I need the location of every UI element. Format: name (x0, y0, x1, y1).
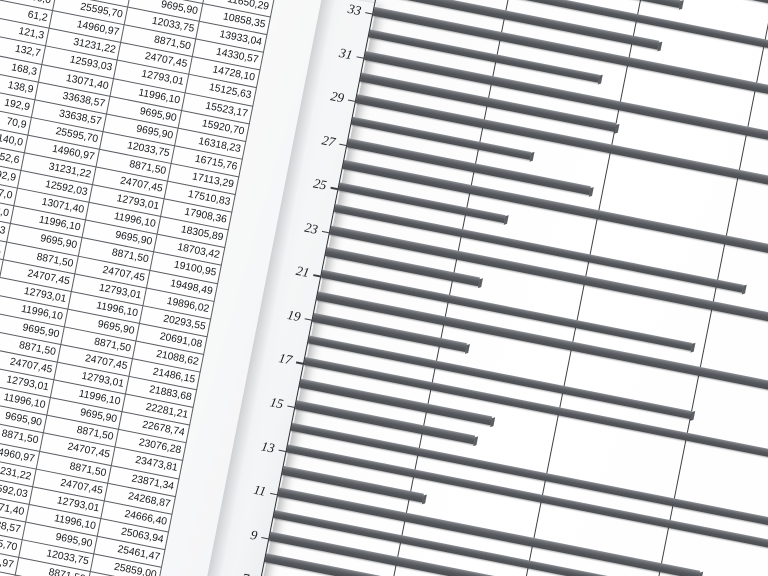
chart-axis-label: 25 (312, 175, 328, 194)
chart-axis-label: 27 (320, 132, 337, 150)
chart-axis-tick (304, 318, 312, 321)
chart-bar (333, 203, 744, 294)
chart-axis-tick (261, 536, 269, 540)
chart-axis-label: 11 (252, 481, 268, 499)
chart-axis-label: 23 (303, 219, 320, 237)
chart-axis-label: 21 (294, 263, 311, 281)
chart-axis-tick (313, 274, 321, 278)
chart-axis-label: 19 (286, 306, 302, 325)
chart-bar (299, 378, 493, 425)
chart-axis-label: 13 (260, 437, 276, 456)
chart-axis-tick (278, 449, 286, 452)
chart-axis-label: 31 (338, 44, 354, 62)
chart-axis-tick (287, 405, 295, 409)
chart-axis-label: 9 (249, 526, 259, 543)
chart-axis-label: 17 (277, 350, 294, 368)
chart-axis-tick (356, 55, 364, 59)
chart-axis-tick (339, 143, 347, 146)
chart-axis-tick (321, 230, 329, 234)
chart-axis-label: 29 (329, 88, 346, 106)
chart-axis-tick (269, 492, 278, 496)
chart-axis-tick (295, 361, 304, 365)
chart-axis-label: 7 (240, 570, 254, 576)
chart-plot-area: 13579111315171921232527293133353739 (231, 0, 768, 576)
chart-axis-tick (347, 99, 355, 103)
chart-axis-tick (330, 187, 338, 190)
chart-axis-label: 33 (346, 0, 363, 19)
chart-axis-label: 15 (268, 394, 285, 412)
chart-bar (277, 487, 701, 576)
chart-axis-tick (365, 12, 373, 15)
